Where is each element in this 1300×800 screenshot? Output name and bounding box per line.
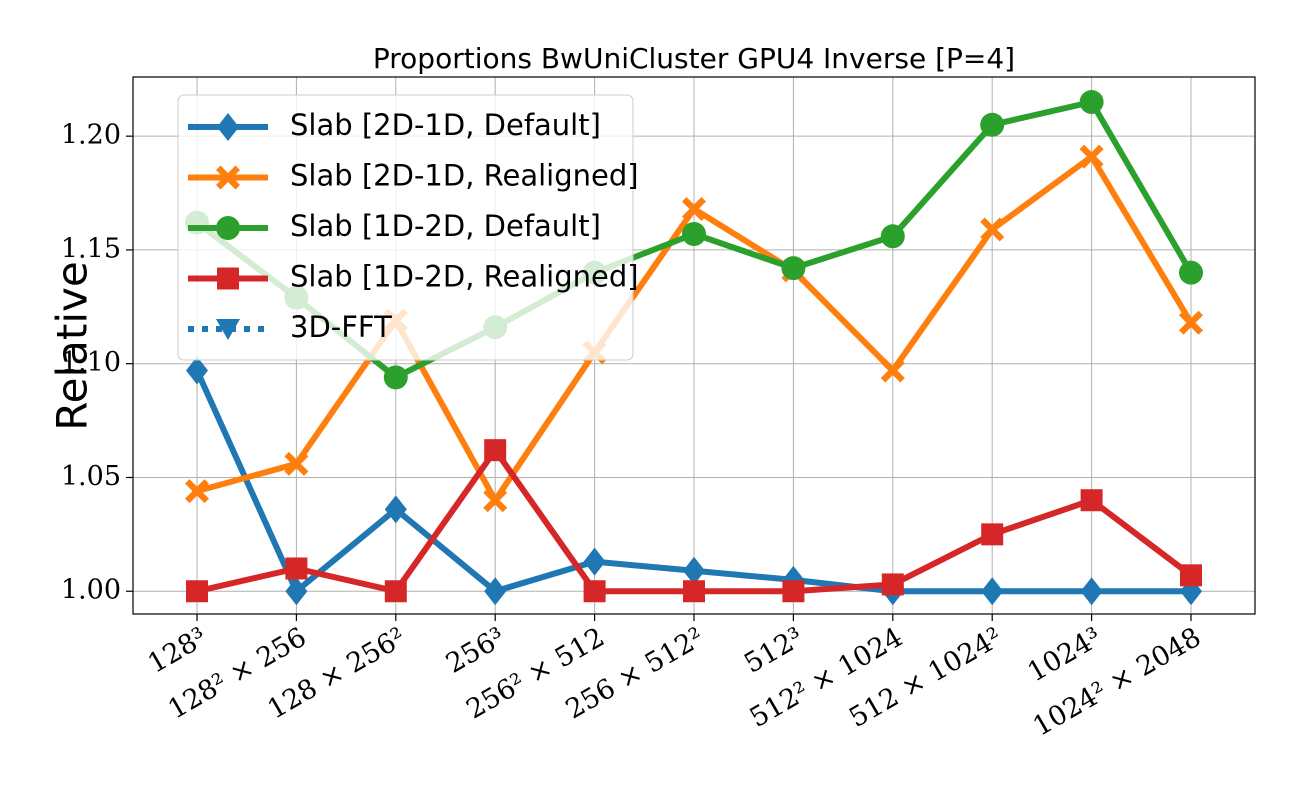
marker (880, 224, 905, 249)
marker (285, 577, 308, 606)
legend: Slab [2D-1D, Default] Slab [2D-1D, Realig… (177, 94, 639, 361)
y-tick-label: 1.20 (61, 120, 121, 151)
y-tick-label: 1.05 (61, 461, 121, 492)
marker (781, 256, 806, 281)
legend-label: 3D-FFT (290, 310, 392, 344)
x-tick-label: 512³ (739, 622, 809, 680)
y-axis-label: Relative (48, 261, 97, 430)
marker (683, 556, 705, 585)
y-tick-label: 1.10 (61, 347, 121, 378)
y-tick-label: 1.15 (61, 233, 121, 264)
marker (1079, 144, 1104, 169)
marker (285, 557, 308, 580)
marker (186, 580, 208, 603)
marker (583, 580, 606, 603)
marker (682, 222, 706, 247)
plot-frame (132, 76, 1256, 615)
marker (1080, 577, 1103, 606)
marker (881, 573, 904, 596)
legend-label: Slab [1D-2D, Realigned] (290, 260, 639, 294)
marker (484, 577, 507, 606)
marker (483, 488, 508, 513)
legend-label: Slab [2D-1D, Realigned] (290, 159, 639, 193)
marker (1179, 310, 1203, 335)
marker (980, 217, 1005, 242)
marker (216, 165, 240, 190)
x-tick-label: 1024² × 2048 (1028, 622, 1206, 743)
legend-label: Slab [2D-1D, Default] (290, 108, 601, 142)
marker (1079, 90, 1104, 115)
marker (1080, 489, 1103, 512)
y-tick-label: 1.00 (61, 575, 121, 606)
marker (683, 580, 705, 603)
x-tick-label: 128³ (143, 622, 213, 680)
marker (217, 113, 239, 141)
marker (185, 479, 209, 504)
marker (980, 112, 1005, 137)
chart-title: Proportions BwUniCluster GPU4 Inverse [P… (373, 42, 1015, 75)
marker (981, 523, 1004, 546)
marker (284, 451, 309, 476)
marker (880, 358, 905, 383)
marker (384, 580, 407, 603)
marker (216, 319, 240, 340)
marker (981, 577, 1004, 606)
marker (682, 196, 706, 221)
marker (216, 216, 240, 240)
marker (383, 365, 408, 390)
marker (484, 439, 507, 462)
marker (1179, 260, 1203, 285)
marker (384, 495, 407, 524)
x-tick-label: 256³ (441, 622, 511, 680)
marker (217, 267, 239, 290)
legend-label: Slab [1D-2D, Default] (290, 209, 601, 243)
legend-box (177, 94, 634, 361)
marker (583, 547, 606, 576)
marker (782, 580, 805, 603)
marker (186, 356, 208, 385)
marker (1180, 564, 1202, 587)
